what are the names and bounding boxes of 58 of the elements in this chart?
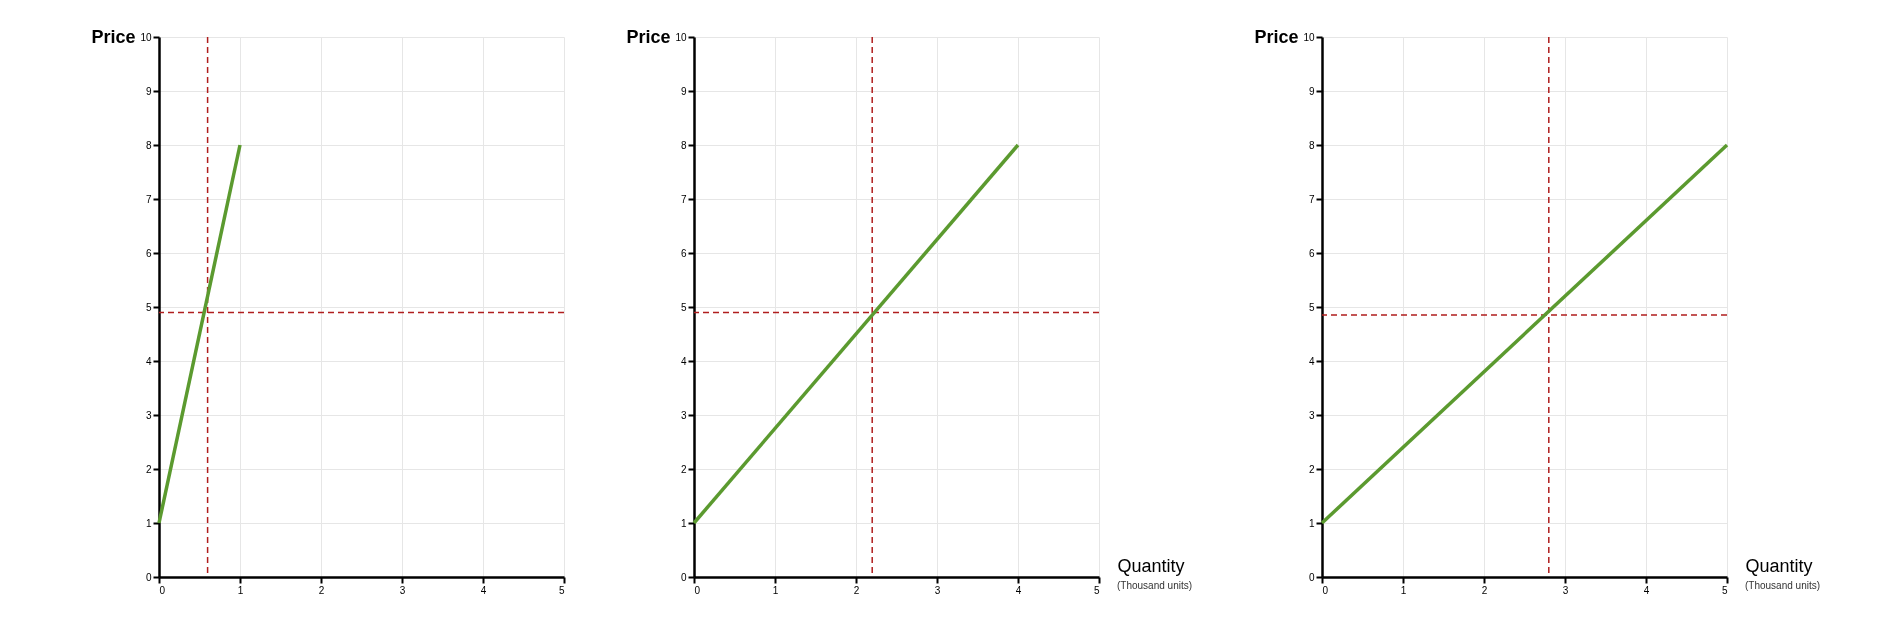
y-tick-label: 8	[145, 139, 152, 151]
x-tick-label: 3	[934, 584, 941, 596]
y-tick-label: 10	[675, 31, 687, 43]
y-tick-label: 3	[145, 409, 152, 421]
x-tick-label: 2	[853, 584, 860, 596]
x-tick-label: 3	[399, 584, 406, 596]
y-tick-label: 1	[680, 517, 687, 529]
y-tick-label: 1	[1308, 517, 1315, 529]
y-tick-label: 8	[1308, 139, 1315, 151]
y-tick-label: 7	[145, 193, 152, 205]
y-tick-label: 2	[145, 463, 152, 475]
y-tick-label: 7	[1308, 193, 1315, 205]
x-tick-label: 4	[1643, 584, 1650, 596]
x-tick-label: 1	[1400, 584, 1407, 596]
y-tick-label: 9	[145, 85, 152, 97]
y-tick-label: 4	[1308, 355, 1315, 367]
y-tick-label: 2	[680, 463, 687, 475]
x-axis-title: Quantity	[1117, 555, 1185, 576]
y-tick-label: 2	[1308, 463, 1315, 475]
y-tick-label: 4	[680, 355, 687, 367]
y-tick-label: 7	[680, 193, 687, 205]
y-tick-label: 10	[1303, 31, 1315, 43]
x-tick-label: 0	[1322, 584, 1329, 596]
y-tick-label: 3	[680, 409, 687, 421]
x-tick-label: 2	[1481, 584, 1488, 596]
x-tick-label: 5	[1721, 584, 1728, 596]
y-tick-label: 9	[1308, 85, 1315, 97]
y-tick-label: 5	[1308, 301, 1315, 313]
y-tick-label: 8	[680, 139, 687, 151]
y-tick-label: 10	[140, 31, 152, 43]
y-tick-label: 5	[680, 301, 687, 313]
x-tick-label: 0	[694, 584, 701, 596]
y-axis-title: Price	[1254, 26, 1299, 47]
x-tick-label: 0	[159, 584, 166, 596]
y-axis-title: Price	[626, 26, 671, 47]
y-tick-label: 0	[145, 571, 152, 583]
text: (Thousand units)	[1117, 580, 1193, 591]
x-axis-title: Quantity	[1745, 555, 1813, 576]
y-tick-label: 9	[680, 85, 687, 97]
x-tick-label: 1	[772, 584, 779, 596]
x-tick-label: 3	[1562, 584, 1569, 596]
x-tick-label: 4	[480, 584, 487, 596]
x-tick-label: 5	[558, 584, 565, 596]
y-tick-label: 4	[145, 355, 152, 367]
x-tick-label: 2	[318, 584, 325, 596]
y-tick-label: 6	[145, 247, 152, 259]
y-tick-label: 6	[1308, 247, 1315, 259]
y-tick-label: 1	[145, 517, 152, 529]
y-axis-title: Price	[91, 26, 136, 47]
y-tick-label: 0	[680, 571, 687, 583]
x-tick-label: 1	[237, 584, 244, 596]
x-tick-label: 4	[1015, 584, 1022, 596]
x-tick-label: 5	[1093, 584, 1100, 596]
text: (Thousand units)	[1745, 580, 1821, 591]
y-tick-label: 6	[680, 247, 687, 259]
y-tick-label: 3	[1308, 409, 1315, 421]
y-tick-label: 5	[145, 301, 152, 313]
y-tick-label: 0	[1308, 571, 1315, 583]
